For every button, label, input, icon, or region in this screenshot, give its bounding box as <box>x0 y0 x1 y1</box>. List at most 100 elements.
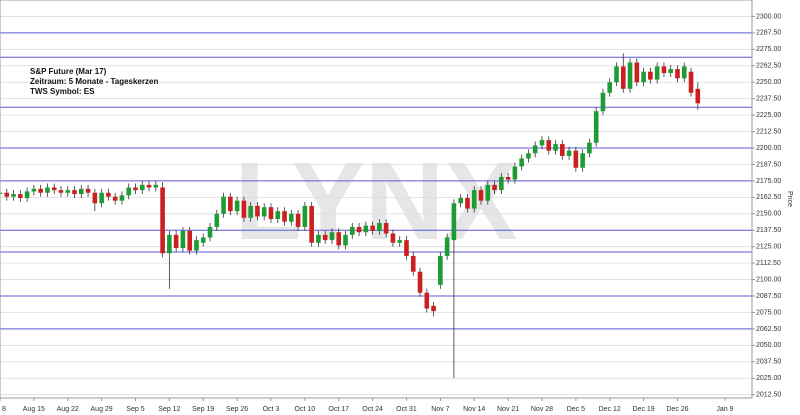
candle-body <box>505 176 511 180</box>
candle-body <box>424 292 430 309</box>
candle-body <box>119 195 125 201</box>
candle-body <box>627 62 633 89</box>
candle-body <box>465 198 470 209</box>
x-tick-label: Nov 21 <box>497 406 519 413</box>
candle-body <box>410 255 416 272</box>
candle-body <box>573 150 579 168</box>
x-tick-label: Oct 3 <box>263 406 280 413</box>
candle-body <box>641 71 646 83</box>
y-tick-label: 2087.50 <box>756 293 781 300</box>
y-axis-label: Price <box>786 191 793 207</box>
x-tick-label: Nov 7 <box>431 406 449 413</box>
x-tick-label: 8 <box>2 406 6 413</box>
x-tick-label: Sep 5 <box>126 406 144 413</box>
candle-body <box>492 184 497 191</box>
y-tick-label: 2150.00 <box>756 211 781 218</box>
candle-body <box>261 207 267 217</box>
candle-body <box>566 150 572 156</box>
candle-body <box>668 69 674 74</box>
candle-body <box>587 142 592 154</box>
candle-body <box>18 194 23 199</box>
candle-body <box>458 198 463 204</box>
candle-body <box>417 271 423 293</box>
candle-body <box>268 207 274 220</box>
candle-body <box>438 255 443 285</box>
candle-body <box>112 196 118 201</box>
y-tick-label: 2175.00 <box>756 178 781 185</box>
candle-body <box>309 205 314 243</box>
x-tick-label: Sep 26 <box>226 406 248 413</box>
watermark: LYNX <box>234 140 517 263</box>
candle-body <box>654 66 660 80</box>
y-tick-label: 2062.50 <box>756 326 781 333</box>
y-tick-label: 2162.50 <box>756 194 781 201</box>
candle-body <box>532 145 538 154</box>
candle-body <box>45 187 50 193</box>
candle-body <box>92 192 98 204</box>
candle-body <box>255 205 260 217</box>
candle-body <box>248 205 253 218</box>
plot-frame <box>0 0 753 399</box>
x-tick-label: Nov 14 <box>463 406 485 413</box>
candle-body <box>65 190 71 193</box>
candle-body <box>153 184 159 188</box>
candle-body <box>688 71 694 93</box>
y-tick-label: 2212.50 <box>756 128 781 135</box>
x-tick-label: Oct 31 <box>396 406 417 413</box>
candle-body <box>51 187 57 191</box>
y-tick-label: 2075.00 <box>756 309 781 316</box>
y-tick-label: 2025.00 <box>756 375 781 382</box>
candle-body <box>85 188 91 193</box>
candle-body <box>234 200 240 212</box>
candle-body <box>78 188 84 195</box>
candle-body <box>0 192 3 195</box>
candle-body <box>194 240 199 251</box>
candle-body <box>200 237 206 243</box>
y-tick-label: 2137.50 <box>756 227 781 234</box>
candle-body <box>289 213 294 222</box>
candle-body <box>187 230 192 251</box>
x-tick-label: Aug 22 <box>57 406 79 413</box>
candle-body <box>444 237 450 256</box>
candle-body <box>356 226 362 233</box>
candle-body <box>370 225 375 231</box>
y-tick-label: 2250.00 <box>756 79 781 86</box>
chart-subtitle: Zeitraum: 5 Monate - Tageskerzen <box>30 77 158 86</box>
candle-body <box>661 66 667 74</box>
y-tick-label: 2225.00 <box>756 112 781 119</box>
y-tick-label: 2300.00 <box>756 13 781 20</box>
candle-body <box>593 111 599 143</box>
candle-body <box>11 194 16 197</box>
candle-body <box>99 192 104 204</box>
candle-body <box>275 211 281 220</box>
candle-body <box>431 305 436 312</box>
x-tick-label: Oct 17 <box>328 406 349 413</box>
candle-body <box>614 66 619 83</box>
candle-body <box>620 66 626 89</box>
candle-body <box>560 144 565 156</box>
y-tick-label: 2112.50 <box>756 260 781 267</box>
candle-body <box>4 192 10 197</box>
candle-body <box>363 225 369 233</box>
candle-body <box>695 88 701 104</box>
candle-body <box>526 153 531 159</box>
candle-body <box>133 187 138 191</box>
candle-body <box>173 234 179 249</box>
y-tick-label: 2037.50 <box>756 359 781 366</box>
candle-body <box>383 223 389 234</box>
candle-body <box>553 144 558 151</box>
candle-body <box>397 240 403 243</box>
candle-body <box>390 233 396 243</box>
x-tick-label: Sep 12 <box>158 406 180 413</box>
candle-body <box>607 82 613 93</box>
candle-body <box>343 234 348 246</box>
candle-body <box>126 187 132 196</box>
candle-body <box>451 203 457 241</box>
candle-body <box>675 69 680 79</box>
candle-body <box>207 226 213 238</box>
candle-body <box>214 213 220 227</box>
candle-body <box>146 184 152 188</box>
x-tick-label: Dec 26 <box>666 406 688 413</box>
candle-body <box>648 71 653 80</box>
candle-body <box>499 176 504 191</box>
